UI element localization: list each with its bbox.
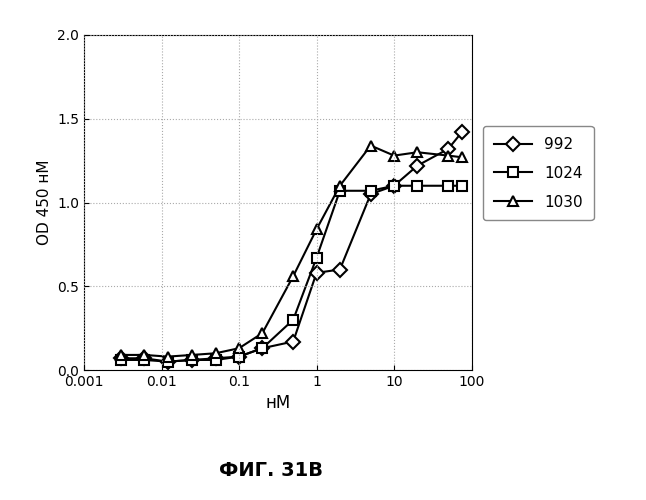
Y-axis label: OD 450 нM: OD 450 нM	[37, 160, 52, 245]
992	[189, 357, 196, 363]
1024	[458, 182, 466, 188]
Line: 1030: 1030	[116, 140, 467, 362]
992	[390, 182, 398, 188]
1030	[390, 152, 398, 158]
1024	[212, 357, 220, 363]
1030	[313, 226, 320, 232]
1024	[164, 358, 172, 364]
Line: 992: 992	[116, 128, 467, 366]
1030	[258, 330, 266, 336]
1024	[140, 357, 148, 363]
1030	[235, 345, 243, 351]
992	[413, 162, 421, 168]
1030	[117, 352, 125, 358]
992	[258, 345, 266, 351]
1024	[367, 188, 375, 194]
Text: ФИГ. 31В: ФИГ. 31В	[220, 460, 323, 479]
992	[367, 191, 375, 197]
992	[164, 358, 172, 364]
1024	[235, 354, 243, 360]
992	[212, 356, 220, 362]
Legend: 992, 1024, 1030: 992, 1024, 1030	[483, 126, 594, 220]
1024	[444, 182, 452, 188]
992	[336, 266, 344, 272]
992	[289, 338, 297, 344]
992	[235, 354, 243, 360]
X-axis label: нM: нM	[265, 394, 291, 412]
1024	[336, 188, 344, 194]
1024	[390, 182, 398, 188]
1030	[212, 350, 220, 356]
1024	[189, 357, 196, 363]
992	[140, 356, 148, 362]
1030	[289, 273, 297, 279]
Line: 1024: 1024	[116, 181, 467, 366]
1024	[258, 345, 266, 351]
992	[444, 146, 452, 152]
1030	[164, 354, 172, 360]
1030	[140, 352, 148, 358]
992	[458, 129, 466, 135]
1024	[289, 317, 297, 323]
1024	[313, 255, 320, 261]
1030	[413, 149, 421, 155]
1030	[458, 154, 466, 160]
1024	[413, 182, 421, 188]
1024	[117, 357, 125, 363]
1030	[189, 352, 196, 358]
992	[313, 270, 320, 276]
1030	[444, 152, 452, 158]
1030	[336, 182, 344, 188]
992	[117, 356, 125, 362]
1030	[367, 142, 375, 148]
